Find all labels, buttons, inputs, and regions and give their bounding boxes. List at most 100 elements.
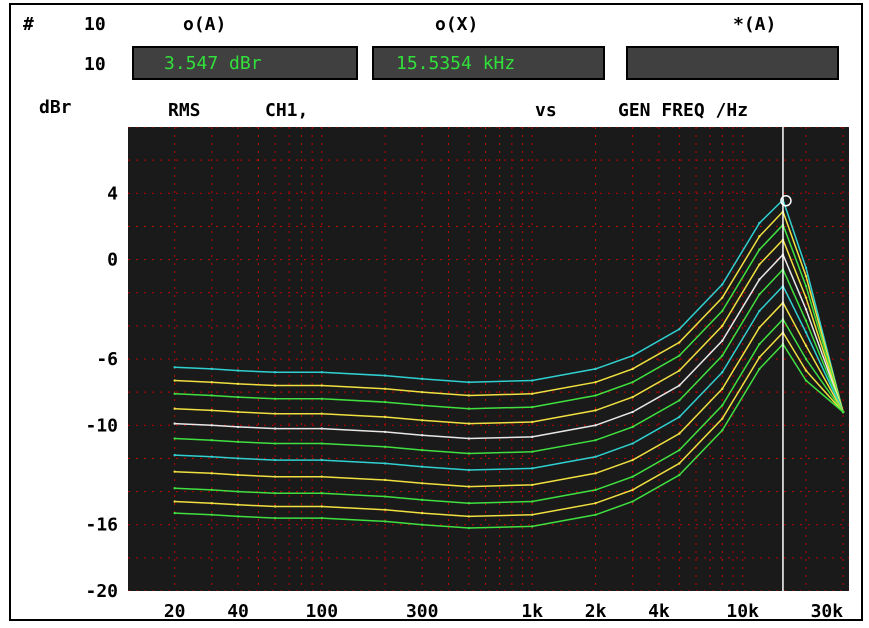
data-point <box>758 309 761 313</box>
data-point <box>236 382 240 386</box>
data-point <box>531 450 534 453</box>
data-point <box>531 500 534 503</box>
data-point <box>804 266 808 270</box>
data-point <box>420 465 424 468</box>
frequency-response-plot <box>128 127 849 591</box>
data-point <box>236 395 240 399</box>
data-point <box>678 354 681 357</box>
data-point <box>210 381 213 384</box>
x-tick-label: 1k <box>521 601 543 622</box>
reading-x-value: 15.5354 kHz <box>396 53 516 74</box>
data-point <box>467 468 471 472</box>
data-point <box>531 525 534 528</box>
data-point <box>320 384 323 387</box>
x-tick-label: 30k <box>811 601 844 622</box>
data-point <box>804 357 808 361</box>
data-point <box>594 409 597 412</box>
data-point <box>594 501 597 505</box>
data-point <box>758 356 761 359</box>
data-point <box>320 505 323 508</box>
data-point <box>173 511 176 515</box>
data-point <box>320 492 323 495</box>
hash-label: # <box>23 14 34 35</box>
data-point <box>594 439 597 442</box>
data-point <box>210 367 213 371</box>
data-point <box>721 283 724 286</box>
data-point <box>531 379 534 382</box>
data-point <box>678 415 681 419</box>
data-point <box>420 434 424 437</box>
data-point <box>467 394 471 397</box>
data-point <box>467 526 471 530</box>
x-tick-label: 4k <box>648 601 670 622</box>
data-point <box>420 448 424 452</box>
y-tick-label: 0 <box>107 250 118 271</box>
reading-a-value: 3.547 dBr <box>164 53 262 74</box>
data-point <box>531 435 534 439</box>
data-point <box>420 419 424 422</box>
data-point <box>804 284 808 288</box>
data-point <box>383 495 387 498</box>
data-point <box>420 511 424 515</box>
window-left-edge <box>0 0 8 628</box>
data-point <box>420 498 424 502</box>
column-a-title: o(A) <box>183 14 227 35</box>
column-x-title: o(X) <box>435 14 479 35</box>
data-point <box>594 394 597 397</box>
data-point <box>721 371 724 374</box>
data-point <box>273 516 277 520</box>
data-point <box>721 417 724 420</box>
data-point <box>678 341 681 344</box>
data-point <box>594 381 597 384</box>
data-point <box>721 324 724 328</box>
data-point <box>804 379 808 382</box>
data-point <box>631 367 634 371</box>
row-value: 10 <box>84 54 106 75</box>
data-point <box>383 508 387 511</box>
data-point <box>320 412 323 415</box>
data-point <box>173 422 176 425</box>
data-point <box>420 377 424 381</box>
y-tick-label: -6 <box>96 349 118 370</box>
x-tick-label: 300 <box>406 601 439 622</box>
data-point <box>467 437 471 440</box>
data-point <box>210 439 213 442</box>
data-point <box>383 462 387 465</box>
data-point <box>467 485 471 488</box>
x-tick-label: 40 <box>227 601 249 622</box>
data-point <box>383 415 387 419</box>
x-axis-label: GEN FREQ /Hz <box>618 100 749 121</box>
data-point <box>721 339 724 342</box>
y-unit-label: dBr <box>39 97 72 118</box>
data-point <box>420 390 424 394</box>
data-point <box>173 500 176 503</box>
data-point <box>631 475 634 478</box>
data-point <box>173 379 176 382</box>
data-point <box>173 437 176 440</box>
data-point <box>320 371 323 374</box>
data-point <box>210 455 213 458</box>
data-point <box>758 278 761 281</box>
data-point <box>594 472 597 475</box>
data-point <box>758 367 761 371</box>
data-point <box>236 410 240 414</box>
data-point <box>804 369 808 372</box>
data-point <box>804 308 808 311</box>
y-tick-label: 4 <box>107 183 118 204</box>
reading-star-box <box>626 46 839 80</box>
data-point <box>236 369 240 372</box>
data-point <box>273 475 277 478</box>
y-tick-label: -10 <box>85 415 118 436</box>
data-point <box>758 326 761 329</box>
cursor-marker <box>780 195 792 207</box>
data-point <box>273 427 277 430</box>
y-tick-label: -16 <box>85 515 118 536</box>
data-point <box>758 235 761 238</box>
data-point <box>210 424 213 427</box>
data-point <box>383 478 387 482</box>
data-point <box>678 399 681 402</box>
data-point <box>678 473 681 477</box>
data-point <box>420 482 424 485</box>
data-point <box>173 453 176 457</box>
data-point <box>236 425 240 429</box>
